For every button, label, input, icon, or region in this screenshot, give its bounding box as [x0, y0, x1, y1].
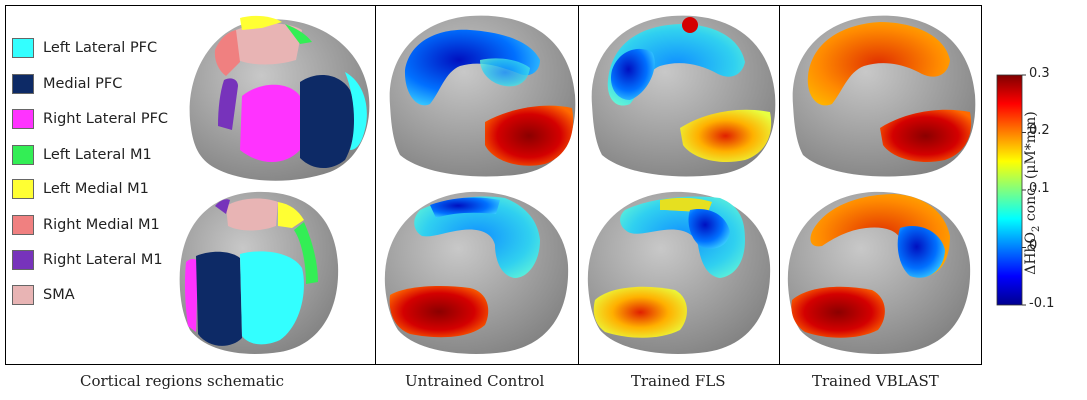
region-right-lateral-pfc [240, 84, 300, 162]
region-sma [232, 23, 302, 65]
untrained-brain-bottom [384, 191, 569, 354]
fls-brain-bottom [587, 191, 771, 354]
legend-swatch [12, 250, 34, 270]
legend-swatch [12, 145, 34, 165]
region-medial-pfc [300, 75, 355, 169]
colorbar [996, 74, 1026, 306]
region-left-lateral-m1-b [294, 222, 318, 284]
colorbar-tick-label: 0.1 [1029, 181, 1050, 196]
legend-item: Right Lateral M1 [12, 248, 163, 272]
schematic-brain-bottom [179, 191, 339, 354]
legend-item: Left Lateral M1 [12, 143, 152, 167]
legend-item: Left Lateral PFC [12, 36, 157, 60]
region-right-lateral-pfc-b [184, 259, 198, 332]
legend-item: Medial PFC [12, 72, 122, 96]
legend-label: Left Lateral M1 [43, 147, 152, 163]
region-left-lateral-pfc [345, 72, 367, 150]
caption-untrained: Untrained Control [405, 372, 545, 390]
legend-swatch [12, 285, 34, 305]
region-medial-pfc-b [196, 251, 242, 346]
legend-swatch [12, 74, 34, 94]
colorbar-axis-label: ΔHbO2 conc. (μM*mm) [1023, 111, 1042, 275]
colorbar-gradient [996, 74, 1023, 306]
caption-vblast: Trained VBLAST [812, 372, 939, 390]
legend-label: SMA [43, 287, 75, 303]
region-sma-b [226, 198, 278, 231]
fls-brain-top [591, 15, 776, 177]
region-right-medial-m1 [214, 30, 240, 76]
legend-label: Medial PFC [43, 76, 123, 92]
legend-item: Right Lateral PFC [12, 107, 168, 131]
region-left-medial-m1-b [278, 202, 304, 228]
panel-vblast [779, 5, 982, 365]
region-left-lateral-m1 [285, 24, 312, 44]
colorbar-tick-label: 0.2 [1029, 123, 1050, 138]
region-right-lateral-m1 [218, 78, 238, 130]
colorbar-tick-label: 0 [1029, 238, 1038, 253]
legend-label: Right Lateral PFC [43, 111, 169, 127]
untrained-brain-top [389, 15, 576, 177]
legend-label: Right Lateral M1 [43, 252, 163, 268]
legend-item: Left Medial M1 [12, 177, 149, 201]
colorbar-tick-label: 0.3 [1029, 66, 1050, 81]
region-left-lateral-pfc-b [240, 251, 304, 345]
legend-label: Right Medial M1 [43, 217, 160, 233]
legend-label: Left Medial M1 [43, 181, 149, 197]
legend-item: Right Medial M1 [12, 213, 160, 237]
schematic-brain-top [189, 15, 370, 181]
legend-swatch [12, 179, 34, 199]
caption-fls: Trained FLS [631, 372, 726, 390]
legend-item: SMA [12, 283, 75, 307]
colorbar-tick-label: -0.1 [1029, 296, 1055, 311]
legend-label: Left Lateral PFC [43, 40, 158, 56]
legend-swatch [12, 109, 34, 129]
legend-swatch [12, 38, 34, 58]
legend-swatch [12, 215, 34, 235]
region-left-medial-m1 [240, 15, 282, 30]
vblast-brain-top [792, 15, 976, 177]
caption-schematic: Cortical regions schematic [80, 372, 285, 390]
region-right-lateral-m1-b [215, 199, 230, 214]
vblast-brain-bottom [787, 191, 971, 354]
